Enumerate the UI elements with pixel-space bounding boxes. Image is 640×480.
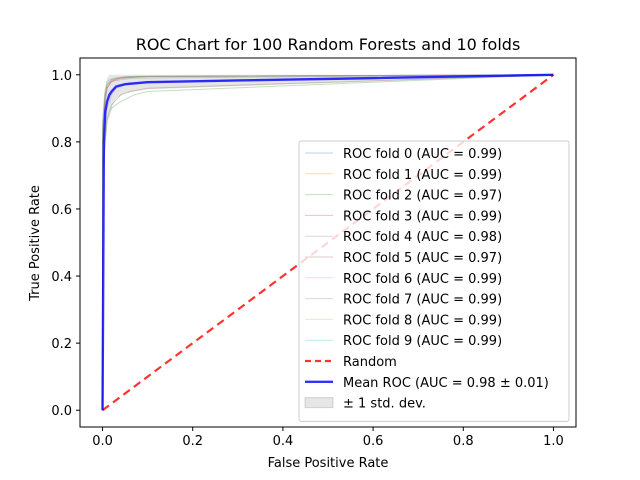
roc-fold-1-line xyxy=(102,74,554,411)
x-tick-label: 0.2 xyxy=(182,434,203,449)
legend-label: ROC fold 7 (AUC = 0.99) xyxy=(343,293,502,308)
x-tick-label: 0.8 xyxy=(453,434,474,449)
legend-label: ± 1 std. dev. xyxy=(343,397,426,412)
chart-title: ROC Chart for 100 Random Forests and 10 … xyxy=(136,35,521,54)
y-tick-label: 0.8 xyxy=(51,136,72,151)
legend-box xyxy=(298,140,570,422)
plot-content xyxy=(101,73,555,412)
y-tick-label: 0.6 xyxy=(51,203,72,218)
y-axis-label: True Positive Rate xyxy=(28,185,43,302)
roc-fold-7-line xyxy=(102,74,554,411)
legend-label: ROC fold 0 (AUC = 0.99) xyxy=(343,147,502,162)
legend-label: ROC fold 2 (AUC = 0.97) xyxy=(343,189,502,204)
legend-label: ROC fold 1 (AUC = 0.99) xyxy=(343,168,502,183)
x-tick-label: 0.6 xyxy=(363,434,384,449)
legend-label: ROC fold 4 (AUC = 0.98) xyxy=(343,230,502,245)
roc-fold-6-line xyxy=(102,74,554,411)
legend-label: Random xyxy=(343,355,397,370)
plot-frame xyxy=(79,57,577,428)
legend-label: ROC fold 9 (AUC = 0.99) xyxy=(343,334,502,349)
x-tick-label: 0.4 xyxy=(273,434,294,449)
legend: ROC fold 0 (AUC = 0.99) ROC fold 1 (AUC =… xyxy=(298,140,570,422)
y-tick-label: 0.4 xyxy=(51,270,72,285)
x-tick-label: 0.0 xyxy=(92,434,113,449)
legend-label: ROC fold 5 (AUC = 0.97) xyxy=(343,251,502,266)
y-tick-label: 1.0 xyxy=(51,69,72,84)
roc-fold-3-line xyxy=(102,74,554,411)
legend-label: ROC fold 3 (AUC = 0.99) xyxy=(343,209,502,224)
x-axis-label: False Positive Rate xyxy=(268,456,389,471)
roc-fold-0-line xyxy=(102,74,554,411)
legend-label: ROC fold 6 (AUC = 0.99) xyxy=(343,272,502,287)
legend-swatch-std-band xyxy=(304,397,334,409)
legend-label: ROC fold 8 (AUC = 0.99) xyxy=(343,313,502,328)
y-tick-label: 0.2 xyxy=(51,337,72,352)
y-tick-label: 0.0 xyxy=(51,404,72,419)
axes: 0.0 0.2 0.4 0.6 0.8 1.0 0.0 0.2 0.4 0.6 0.8 1.0 xyxy=(51,57,577,449)
plot-area xyxy=(101,73,555,412)
random-line xyxy=(101,73,555,412)
roc-fold-8-line xyxy=(102,74,554,411)
legend-label: Mean ROC (AUC = 0.98 ± 0.01) xyxy=(343,376,549,391)
mean-roc-line xyxy=(101,73,554,411)
roc-fold-9-line xyxy=(102,74,554,411)
x-tick-label: 1.0 xyxy=(543,434,564,449)
